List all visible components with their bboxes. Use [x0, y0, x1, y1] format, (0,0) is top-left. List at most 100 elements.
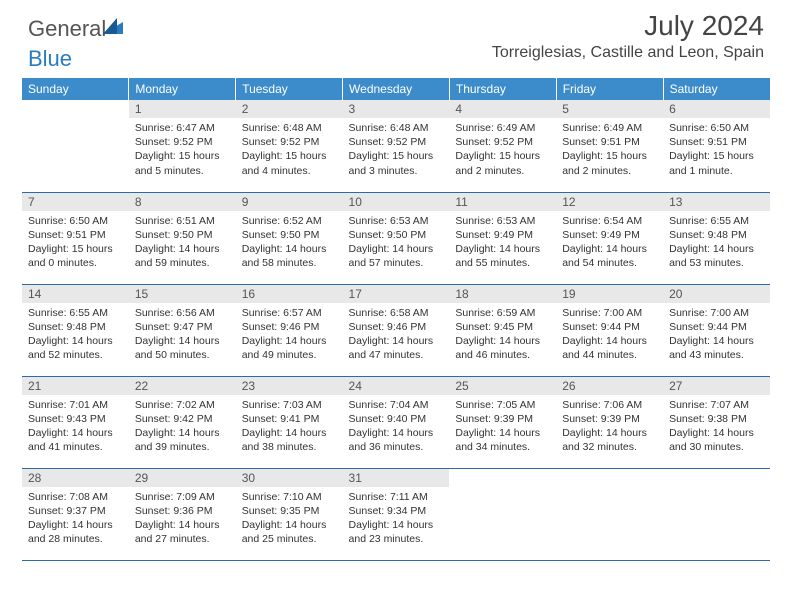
- day-line: Daylight: 14 hours: [28, 334, 123, 348]
- day-line: Sunrise: 6:49 AM: [562, 121, 657, 135]
- day-line: Sunrise: 6:47 AM: [135, 121, 230, 135]
- day-number: 18: [449, 285, 556, 303]
- day-line: and 2 minutes.: [455, 164, 550, 178]
- day-number: 27: [663, 377, 770, 395]
- day-line: Sunset: 9:45 PM: [455, 320, 550, 334]
- calendar-cell: 24Sunrise: 7:04 AMSunset: 9:40 PMDayligh…: [343, 376, 450, 468]
- day-body: Sunrise: 6:58 AMSunset: 9:46 PMDaylight:…: [343, 303, 450, 366]
- day-body: Sunrise: 7:04 AMSunset: 9:40 PMDaylight:…: [343, 395, 450, 458]
- day-number: 12: [556, 193, 663, 211]
- dow-monday: Monday: [129, 78, 236, 100]
- day-line: Sunrise: 6:48 AM: [242, 121, 337, 135]
- day-body: Sunrise: 7:01 AMSunset: 9:43 PMDaylight:…: [22, 395, 129, 458]
- day-number: 2: [236, 100, 343, 118]
- day-line: Sunset: 9:42 PM: [135, 412, 230, 426]
- brand-part2: Blue: [28, 46, 72, 71]
- calendar-cell: [663, 468, 770, 560]
- day-line: Sunrise: 7:07 AM: [669, 398, 764, 412]
- day-number: 7: [22, 193, 129, 211]
- day-line: Sunset: 9:48 PM: [28, 320, 123, 334]
- day-line: and 59 minutes.: [135, 256, 230, 270]
- day-number: 6: [663, 100, 770, 118]
- day-line: Daylight: 15 hours: [135, 149, 230, 163]
- day-line: Sunrise: 7:08 AM: [28, 490, 123, 504]
- day-line: and 44 minutes.: [562, 348, 657, 362]
- day-line: and 4 minutes.: [242, 164, 337, 178]
- sail-icon: [103, 14, 123, 40]
- dow-sunday: Sunday: [22, 78, 129, 100]
- day-body: Sunrise: 6:57 AMSunset: 9:46 PMDaylight:…: [236, 303, 343, 366]
- day-number: 4: [449, 100, 556, 118]
- calendar-cell: 17Sunrise: 6:58 AMSunset: 9:46 PMDayligh…: [343, 284, 450, 376]
- day-line: Sunrise: 6:51 AM: [135, 214, 230, 228]
- day-line: Sunset: 9:46 PM: [242, 320, 337, 334]
- day-line: Sunset: 9:47 PM: [135, 320, 230, 334]
- calendar-cell: 16Sunrise: 6:57 AMSunset: 9:46 PMDayligh…: [236, 284, 343, 376]
- day-body: Sunrise: 7:02 AMSunset: 9:42 PMDaylight:…: [129, 395, 236, 458]
- day-line: Sunset: 9:49 PM: [562, 228, 657, 242]
- day-line: and 52 minutes.: [28, 348, 123, 362]
- calendar-cell: 27Sunrise: 7:07 AMSunset: 9:38 PMDayligh…: [663, 376, 770, 468]
- dow-wednesday: Wednesday: [343, 78, 450, 100]
- day-line: Sunrise: 6:54 AM: [562, 214, 657, 228]
- day-line: Daylight: 14 hours: [242, 426, 337, 440]
- day-line: and 49 minutes.: [242, 348, 337, 362]
- day-body: Sunrise: 6:49 AMSunset: 9:52 PMDaylight:…: [449, 118, 556, 181]
- day-line: and 1 minute.: [669, 164, 764, 178]
- day-line: and 36 minutes.: [349, 440, 444, 454]
- dow-thursday: Thursday: [449, 78, 556, 100]
- day-line: Sunset: 9:52 PM: [135, 135, 230, 149]
- calendar-header: Sunday Monday Tuesday Wednesday Thursday…: [22, 78, 770, 100]
- day-line: Sunset: 9:52 PM: [455, 135, 550, 149]
- dow-friday: Friday: [556, 78, 663, 100]
- calendar-cell: 3Sunrise: 6:48 AMSunset: 9:52 PMDaylight…: [343, 100, 450, 192]
- day-body: Sunrise: 7:09 AMSunset: 9:36 PMDaylight:…: [129, 487, 236, 550]
- calendar-cell: 21Sunrise: 7:01 AMSunset: 9:43 PMDayligh…: [22, 376, 129, 468]
- day-body: Sunrise: 6:53 AMSunset: 9:50 PMDaylight:…: [343, 211, 450, 274]
- day-number: 25: [449, 377, 556, 395]
- day-line: Sunset: 9:51 PM: [28, 228, 123, 242]
- day-body: Sunrise: 6:54 AMSunset: 9:49 PMDaylight:…: [556, 211, 663, 274]
- day-line: Sunset: 9:41 PM: [242, 412, 337, 426]
- day-line: Sunset: 9:37 PM: [28, 504, 123, 518]
- day-line: Sunset: 9:52 PM: [349, 135, 444, 149]
- day-line: Sunrise: 6:57 AM: [242, 306, 337, 320]
- day-line: Sunset: 9:50 PM: [349, 228, 444, 242]
- day-line: and 50 minutes.: [135, 348, 230, 362]
- day-number: 9: [236, 193, 343, 211]
- day-line: and 28 minutes.: [28, 532, 123, 546]
- calendar-cell: 26Sunrise: 7:06 AMSunset: 9:39 PMDayligh…: [556, 376, 663, 468]
- day-line: Sunset: 9:40 PM: [349, 412, 444, 426]
- day-line: Sunrise: 6:50 AM: [28, 214, 123, 228]
- calendar-cell: 23Sunrise: 7:03 AMSunset: 9:41 PMDayligh…: [236, 376, 343, 468]
- calendar-cell: 5Sunrise: 6:49 AMSunset: 9:51 PMDaylight…: [556, 100, 663, 192]
- location-text: Torreiglesias, Castille and Leon, Spain: [492, 44, 764, 62]
- day-number: 20: [663, 285, 770, 303]
- day-line: Daylight: 14 hours: [669, 334, 764, 348]
- day-number: 26: [556, 377, 663, 395]
- calendar-cell: 25Sunrise: 7:05 AMSunset: 9:39 PMDayligh…: [449, 376, 556, 468]
- brand-logo: General Blue: [28, 14, 123, 72]
- day-line: Sunset: 9:48 PM: [669, 228, 764, 242]
- calendar-cell: 29Sunrise: 7:09 AMSunset: 9:36 PMDayligh…: [129, 468, 236, 560]
- day-line: and 2 minutes.: [562, 164, 657, 178]
- day-line: Sunrise: 7:04 AM: [349, 398, 444, 412]
- day-line: Daylight: 14 hours: [28, 518, 123, 532]
- day-line: and 0 minutes.: [28, 256, 123, 270]
- day-line: Sunset: 9:44 PM: [669, 320, 764, 334]
- day-line: Sunset: 9:38 PM: [669, 412, 764, 426]
- day-number: 21: [22, 377, 129, 395]
- day-number: 11: [449, 193, 556, 211]
- day-line: and 43 minutes.: [669, 348, 764, 362]
- day-line: Sunset: 9:39 PM: [455, 412, 550, 426]
- day-line: and 39 minutes.: [135, 440, 230, 454]
- day-line: Sunset: 9:35 PM: [242, 504, 337, 518]
- day-line: Daylight: 14 hours: [562, 334, 657, 348]
- day-line: Sunrise: 6:52 AM: [242, 214, 337, 228]
- day-body: Sunrise: 7:00 AMSunset: 9:44 PMDaylight:…: [663, 303, 770, 366]
- day-line: Sunrise: 6:59 AM: [455, 306, 550, 320]
- calendar-week: 28Sunrise: 7:08 AMSunset: 9:37 PMDayligh…: [22, 468, 770, 560]
- day-number: 19: [556, 285, 663, 303]
- day-line: and 25 minutes.: [242, 532, 337, 546]
- day-body: Sunrise: 6:52 AMSunset: 9:50 PMDaylight:…: [236, 211, 343, 274]
